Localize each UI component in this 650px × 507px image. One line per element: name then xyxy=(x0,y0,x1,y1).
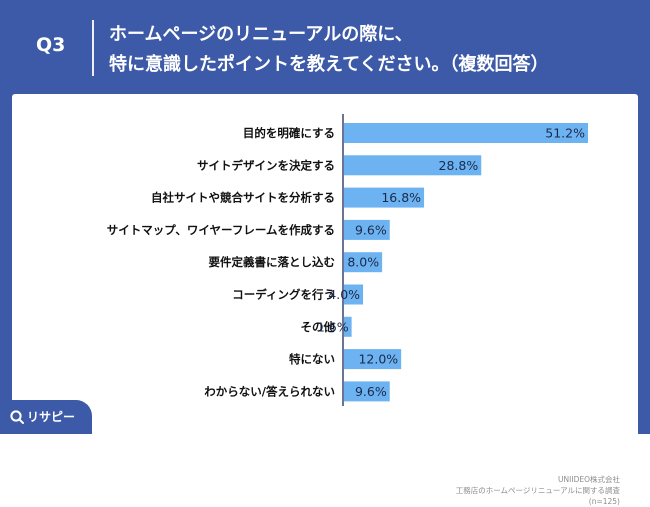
bar xyxy=(344,252,383,273)
value-label: 12.0% xyxy=(358,352,398,367)
header: Q3 ホームページのリニューアルの際に、 特に意識したポイントを教えてください。… xyxy=(0,0,650,94)
footnote-sample: (n=125) xyxy=(588,497,620,506)
category-label: 自社サイトや競合サイトを分析する xyxy=(151,191,335,205)
bar xyxy=(344,316,352,337)
value-label: 9.6% xyxy=(355,384,387,399)
bar xyxy=(344,284,364,305)
bar xyxy=(344,187,425,208)
category-label: サイトデザインを決定する xyxy=(197,158,335,172)
brand-badge: リサピー xyxy=(0,400,92,434)
value-label: 51.2% xyxy=(545,126,585,141)
category-label: 要件定義書に落とし込む xyxy=(209,255,336,269)
bar-chart: 目的を明確にする 51.2% サイトデザインを決定する 28.8% 自社サイトや競合サイ… xyxy=(107,114,588,406)
category-label: サイトマップ、ワイヤーフレームを作成する xyxy=(107,223,335,237)
bar xyxy=(344,123,588,143)
question-number: Q3 xyxy=(36,34,66,56)
bar xyxy=(344,349,402,370)
category-label: 目的を明確にする xyxy=(243,126,335,140)
header-divider xyxy=(92,20,94,76)
footnote-survey: 工務店のホームページリニューアルに関する調査 xyxy=(455,486,620,495)
question-title-line1: ホームページのリニューアルの際に、 xyxy=(109,24,413,45)
value-label: 9.6% xyxy=(355,222,387,237)
category-label: コーディングを行う xyxy=(232,288,335,302)
value-label: 8.0% xyxy=(347,255,379,270)
category-label: 特にない xyxy=(289,352,335,366)
value-label: 1.6% xyxy=(317,319,349,334)
category-label: わからない/答えられない xyxy=(204,384,335,398)
value-label: 4.0% xyxy=(328,287,360,302)
value-label: 16.8% xyxy=(381,190,421,205)
footnote-company: UNIIDEO株式会社 xyxy=(558,475,620,484)
value-label: 28.8% xyxy=(439,158,479,173)
question-title-line2: 特に意識したポイントを教えてください。（複数回答） xyxy=(109,54,549,75)
footnote: UNIIDEO株式会社 工務店のホームページリニューアルに関する調査 (n=12… xyxy=(380,474,620,507)
bar xyxy=(344,381,390,402)
bar xyxy=(344,155,482,176)
bar xyxy=(344,219,390,240)
brand-name: リサピー xyxy=(27,410,76,424)
search-magnifier-icon xyxy=(10,410,24,424)
chart-panel: 目的を明確にする 51.2% サイトデザインを決定する 28.8% 自社サイトや競合サイ… xyxy=(12,94,638,506)
category-label: その他 xyxy=(301,320,336,334)
